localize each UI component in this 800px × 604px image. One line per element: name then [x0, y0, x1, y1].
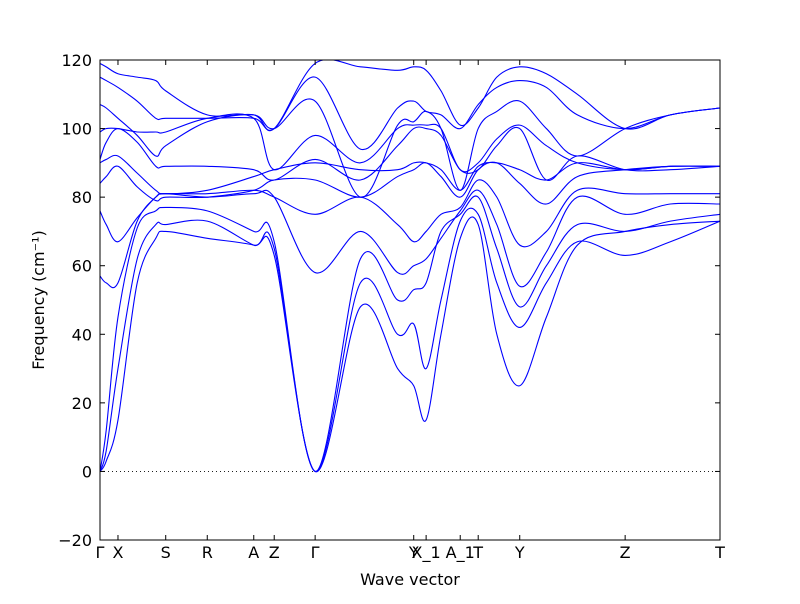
y-tick-label: 80	[72, 188, 92, 207]
series-group	[100, 60, 720, 473]
y-tick-label: −20	[58, 531, 92, 550]
x-tick-label-6: Z	[269, 543, 280, 562]
x-tick-label-1: Γ	[96, 543, 105, 562]
band-line-1	[100, 216, 720, 473]
y-axis-label: Frequency (cm⁻¹)	[29, 230, 48, 369]
x-tick-label-11: T	[472, 543, 483, 562]
x-tick-label-7: Γ	[311, 543, 320, 562]
x-axis-label: Wave vector	[360, 570, 460, 589]
y-tick-label: 20	[72, 394, 92, 413]
band-line-11	[100, 76, 720, 150]
x-tick-label-14: T	[714, 543, 725, 562]
band-line-6	[100, 161, 720, 205]
band-line-2	[100, 207, 720, 472]
x-tick-label-12: Y	[514, 543, 525, 562]
x-tick-label-5: A	[248, 543, 259, 562]
band-line-12	[100, 60, 720, 132]
y-tick-label: 0	[82, 462, 92, 481]
x-tick-label-2: X	[112, 543, 123, 562]
axes-frame	[99, 59, 721, 541]
x-tick-label-8: Y	[408, 543, 419, 562]
x-tick-label-9: X_1	[412, 543, 441, 563]
x-tick-label-3: S	[161, 543, 171, 562]
y-ticks-group: −20 0 20 40 60 80 100 120	[58, 51, 720, 550]
y-tick-label: 40	[72, 325, 92, 344]
x-tick-label-10: A_1	[446, 543, 475, 563]
band-line-10	[100, 98, 720, 198]
y-tick-label: 100	[61, 120, 92, 139]
y-tick-label: 120	[61, 51, 92, 70]
y-tick-label: 60	[72, 257, 92, 276]
axes-frame-group	[99, 59, 721, 541]
band-line-7	[100, 154, 720, 195]
band-line-8	[100, 126, 720, 181]
band-line-5	[100, 179, 720, 248]
x-tick-label-4: R	[202, 543, 213, 562]
x-ticks-group: Γ X S R A Z Γ YX_1 A_1T Y Z T	[96, 60, 725, 563]
x-tick-label-13: Z	[620, 543, 631, 562]
band-line-3	[100, 195, 720, 472]
band-line-9	[100, 113, 720, 173]
